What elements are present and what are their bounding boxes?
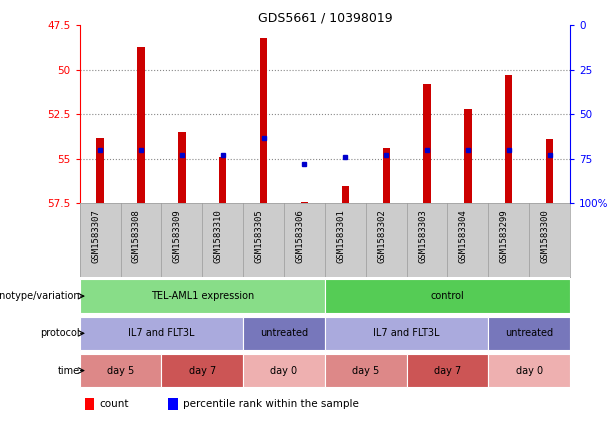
Bar <box>325 354 406 387</box>
Text: genotype/variation: genotype/variation <box>0 291 80 301</box>
Text: GSM1583302: GSM1583302 <box>377 209 386 263</box>
Text: day 5: day 5 <box>107 365 134 376</box>
Text: percentile rank within the sample: percentile rank within the sample <box>183 399 359 409</box>
Text: GSM1583308: GSM1583308 <box>132 209 141 263</box>
Bar <box>219 157 226 203</box>
Bar <box>80 316 243 350</box>
Text: protocol: protocol <box>40 328 80 338</box>
Bar <box>243 316 325 350</box>
Text: GSM1583299: GSM1583299 <box>500 209 509 263</box>
Text: GSM1583307: GSM1583307 <box>91 209 100 263</box>
Text: count: count <box>99 399 129 409</box>
Text: untreated: untreated <box>260 328 308 338</box>
Text: day 5: day 5 <box>352 365 379 376</box>
Text: day 7: day 7 <box>189 365 216 376</box>
Bar <box>505 75 512 203</box>
Bar <box>137 47 145 203</box>
Bar <box>325 316 489 350</box>
Title: GDS5661 / 10398019: GDS5661 / 10398019 <box>257 11 392 24</box>
Bar <box>168 398 178 410</box>
Text: untreated: untreated <box>505 328 554 338</box>
Text: GSM1583305: GSM1583305 <box>254 209 264 263</box>
Bar <box>243 354 325 387</box>
Bar <box>341 186 349 203</box>
Text: GSM1583310: GSM1583310 <box>214 209 223 263</box>
Text: TEL-AML1 expression: TEL-AML1 expression <box>151 291 254 301</box>
Bar <box>464 109 471 203</box>
Bar <box>424 84 431 203</box>
Text: day 7: day 7 <box>434 365 461 376</box>
Text: day 0: day 0 <box>516 365 543 376</box>
Bar <box>325 279 570 313</box>
Bar <box>489 354 570 387</box>
Bar <box>406 354 489 387</box>
Bar <box>80 279 325 313</box>
Text: GSM1583301: GSM1583301 <box>337 209 345 263</box>
Text: GSM1583300: GSM1583300 <box>541 209 550 263</box>
Bar <box>161 354 243 387</box>
Bar <box>96 137 104 203</box>
Bar <box>546 139 554 203</box>
Bar <box>260 38 267 203</box>
Bar <box>178 132 186 203</box>
Text: GSM1583303: GSM1583303 <box>418 209 427 263</box>
Text: GSM1583306: GSM1583306 <box>295 209 305 263</box>
Bar <box>489 316 570 350</box>
Text: day 0: day 0 <box>270 365 297 376</box>
Bar <box>80 354 161 387</box>
Bar <box>301 202 308 203</box>
Bar <box>383 148 390 203</box>
Text: IL7 and FLT3L: IL7 and FLT3L <box>128 328 195 338</box>
Text: time: time <box>58 365 80 376</box>
Text: GSM1583304: GSM1583304 <box>459 209 468 263</box>
Text: IL7 and FLT3L: IL7 and FLT3L <box>373 328 440 338</box>
Bar <box>85 398 94 410</box>
Text: control: control <box>430 291 465 301</box>
Text: GSM1583309: GSM1583309 <box>173 209 182 263</box>
